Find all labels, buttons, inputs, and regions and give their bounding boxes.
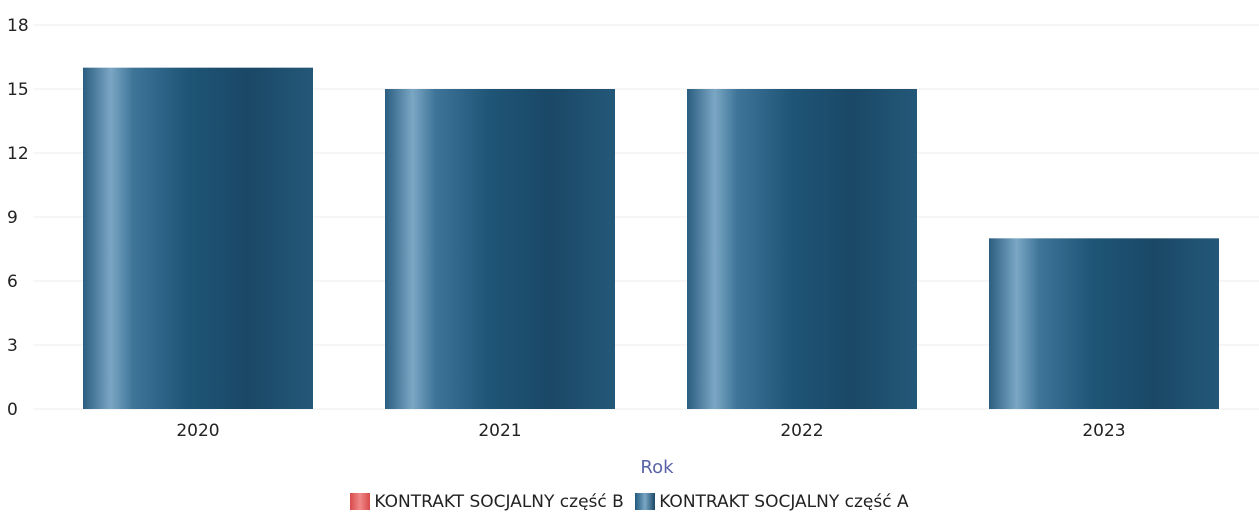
legend-label-series-a: KONTRAKT SOCJALNY część A <box>659 492 909 512</box>
y-tick-label: 0 <box>7 400 18 420</box>
x-axis-ticks: 2020 2021 2022 2023 <box>176 421 1125 441</box>
bar-2022[interactable] <box>687 89 917 409</box>
bar-2020[interactable] <box>83 67 313 410</box>
y-tick-label: 6 <box>7 272 18 292</box>
legend-label-series-b: KONTRAKT SOCJALNY część B <box>374 492 624 512</box>
y-tick-label: 3 <box>7 336 18 356</box>
y-tick-label: 15 <box>7 80 29 100</box>
x-tick-label: 2022 <box>780 421 823 441</box>
legend-item-series-a[interactable]: KONTRAKT SOCJALNY część A <box>635 492 909 512</box>
y-tick-label: 12 <box>7 144 29 164</box>
x-axis-title: Rok <box>640 457 674 478</box>
y-tick-label: 9 <box>7 208 18 228</box>
bar-2023[interactable] <box>989 238 1219 409</box>
x-tick-label: 2020 <box>176 421 219 441</box>
y-axis-ticks: 0 3 6 9 12 15 18 <box>7 16 29 420</box>
legend-swatch-series-a <box>635 493 656 510</box>
x-tick-label: 2023 <box>1082 421 1125 441</box>
legend-swatch-series-b <box>350 493 371 510</box>
legend-item-series-b[interactable]: KONTRAKT SOCJALNY część B <box>350 492 624 512</box>
y-tick-label: 18 <box>7 16 29 36</box>
bars <box>83 67 1219 410</box>
x-tick-label: 2021 <box>478 421 521 441</box>
legend: KONTRAKT SOCJALNY część B KONTRAKT SOCJA… <box>0 492 1259 512</box>
bar-2021[interactable] <box>385 89 615 409</box>
bar-chart: 0 3 6 9 12 15 18 2020 2021 2022 2023 Rok <box>7 16 1259 478</box>
